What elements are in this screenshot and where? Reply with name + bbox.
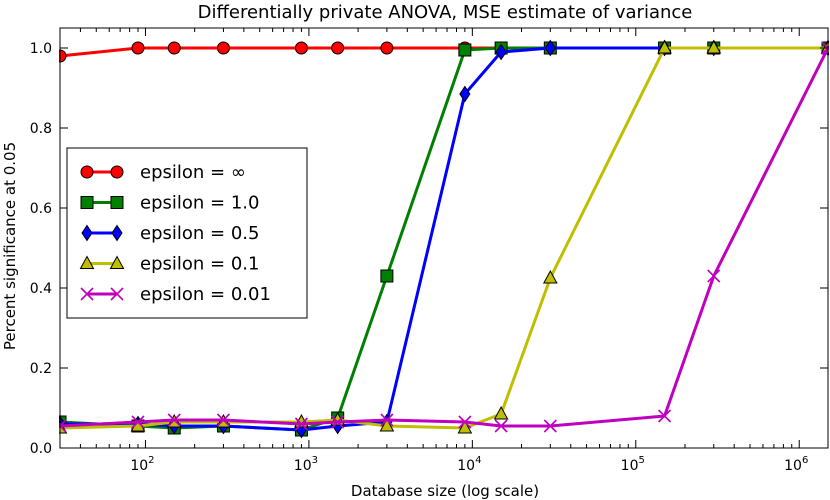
data-point [216, 41, 230, 55]
x-tick-label: 104 [457, 455, 481, 474]
x-tick-label: 105 [621, 455, 645, 474]
y-tick-label: 1.0 [30, 41, 52, 57]
plot-frame [59, 27, 829, 449]
legend-entry: epsilon = 1.0 [80, 193, 259, 214]
x-tick-exponent: 6 [802, 455, 808, 466]
data-point [493, 405, 509, 420]
data-point [216, 413, 231, 427]
data-point [379, 417, 395, 432]
data-point [707, 269, 721, 283]
legend-label: epsilon = 0.01 [140, 284, 271, 305]
data-point [380, 269, 394, 283]
legend-entry: epsilon = 0.01 [80, 284, 271, 305]
legend-label: epsilon = 0.1 [140, 254, 259, 275]
data-point [657, 39, 672, 54]
data-point [167, 41, 181, 55]
legend-entry: epsilon = 0.1 [79, 254, 259, 275]
y-tick-label: 0.4 [30, 281, 52, 297]
data-point [543, 419, 557, 433]
data-point [542, 269, 558, 284]
data-point [131, 41, 145, 55]
data-point [458, 415, 472, 429]
legend-marker [110, 287, 124, 301]
x-axis-label: Database size (log scale) [351, 482, 539, 500]
axes: 0.0 0.2 0.4 0.6 0.8 1.0 102 103 104 105 106 [30, 27, 829, 474]
data-point [380, 413, 394, 427]
data-point [544, 39, 556, 57]
data-point [331, 41, 345, 55]
x-tick-label: 103 [294, 455, 318, 474]
data-point [495, 43, 507, 61]
legend-label: epsilon = ∞ [140, 162, 246, 183]
legend-marker [110, 165, 124, 179]
data-point [294, 417, 308, 431]
x-tick-exponent: 2 [148, 455, 154, 466]
legend-marker [110, 196, 124, 209]
y-axis-label: Percent significance at 0.05 [1, 142, 19, 350]
data-point [294, 41, 308, 55]
legend-marker [109, 255, 125, 269]
data-point [706, 39, 722, 54]
data-point [494, 419, 508, 433]
legend-entry: epsilon = 0.5 [81, 223, 259, 244]
x-tick-label: 102 [130, 455, 154, 474]
legend-marker [79, 255, 95, 269]
legend-marker [81, 224, 93, 242]
data-point [457, 419, 473, 434]
data-point [131, 415, 145, 429]
x-tick-exponent: 3 [312, 455, 318, 466]
chart-title: Differentially private ANOVA, MSE estima… [198, 2, 693, 23]
legend-marker [80, 165, 94, 179]
data-point [458, 43, 472, 57]
y-tick-label: 0.2 [30, 361, 52, 377]
legend-label: epsilon = 0.5 [140, 223, 259, 244]
legend-marker [111, 224, 123, 242]
data-point [459, 85, 471, 103]
y-tick-label: 0.6 [30, 201, 52, 217]
x-tick-label: 106 [784, 455, 808, 474]
x-tick-exponent: 4 [475, 455, 481, 466]
data-point [331, 415, 345, 429]
legend-label: epsilon = 1.0 [140, 193, 259, 214]
y-tick-label: 0.0 [30, 441, 52, 457]
legend-entry: epsilon = ∞ [80, 162, 246, 183]
data-point [657, 409, 672, 423]
data-point [380, 41, 394, 55]
legend-marker [80, 287, 94, 301]
legend-marker [80, 196, 94, 209]
y-tick-label: 0.8 [30, 121, 52, 137]
x-tick-exponent: 5 [639, 455, 645, 466]
legend: epsilon = ∞ epsilon = 1.0 epsilon = 0.5 eps… [66, 147, 308, 319]
data-point [167, 413, 181, 427]
